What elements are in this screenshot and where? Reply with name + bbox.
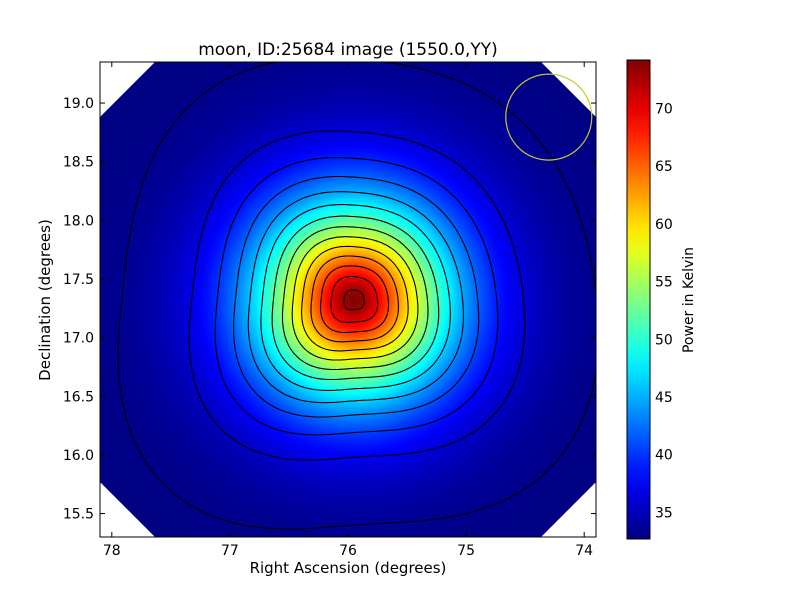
y-axis-ticks: 15.5 16.0 16.5 17.0 17.5 18.0 18.5 19.0	[63, 96, 596, 523]
contour-line	[291, 236, 419, 361]
x-tick-label: 74	[575, 543, 593, 559]
y-tick-label: 16.0	[63, 448, 94, 464]
y-tick-label: 16.5	[63, 389, 94, 405]
beam-circle	[505, 73, 593, 161]
colorbar-gradient	[626, 59, 651, 540]
plot-area	[99, 61, 597, 538]
colorbar-label: Power in Kelvin	[681, 247, 697, 353]
colorbar: 35 40 45 50 55 60 65 70 Power in Kelvin	[626, 59, 697, 540]
contour-line	[281, 226, 429, 371]
y-tick-label: 17.5	[63, 272, 94, 288]
x-tick-label: 77	[221, 543, 239, 559]
colorbar-tick-label: 40	[655, 448, 673, 464]
contour-line	[343, 289, 365, 311]
x-tick-label: 78	[103, 543, 121, 559]
colorbar-tick-label: 45	[655, 390, 673, 406]
colorbar-tick-label: 50	[655, 332, 673, 348]
colorbar-tick-label: 60	[655, 217, 673, 233]
colorbar-tick-label: 70	[655, 101, 673, 117]
contour-line	[188, 130, 526, 461]
y-tick-label: 18.5	[63, 155, 94, 171]
y-tick-label: 18.0	[63, 213, 94, 229]
y-tick-label: 17.0	[63, 331, 94, 347]
contour-line	[310, 255, 399, 343]
y-axis-label: Declination (degrees)	[36, 219, 54, 381]
contour-line	[320, 265, 390, 334]
x-tick-label: 75	[457, 543, 475, 559]
heatmap	[100, 62, 596, 537]
colorbar-tick-label: 35	[655, 505, 673, 521]
contour-line	[271, 215, 440, 381]
axes: moon, ID:25684 image (1550.0,YY) Right A…	[36, 40, 596, 577]
contour-line	[247, 191, 464, 404]
colorbar-tick-label: 65	[655, 159, 673, 175]
y-tick-label: 15.5	[63, 507, 94, 523]
x-tick-label: 76	[339, 543, 357, 559]
contour-line	[233, 175, 480, 418]
heatmap-image	[100, 62, 596, 537]
contour-line	[260, 204, 451, 391]
contour-line	[330, 275, 379, 323]
colorbar-ticks: 35 40 45 50 55 60 65 70	[627, 101, 673, 521]
colorbar-tick-label: 55	[655, 275, 673, 291]
contour-line	[214, 157, 499, 436]
x-axis-ticks: 78 77 76 75 74	[103, 62, 593, 559]
contour-line	[301, 245, 409, 352]
contour-line	[117, 62, 596, 530]
x-axis-label: Right Ascension (degrees)	[250, 559, 447, 577]
y-tick-label: 19.0	[63, 96, 94, 112]
chart-title: moon, ID:25684 image (1550.0,YY)	[198, 40, 498, 60]
